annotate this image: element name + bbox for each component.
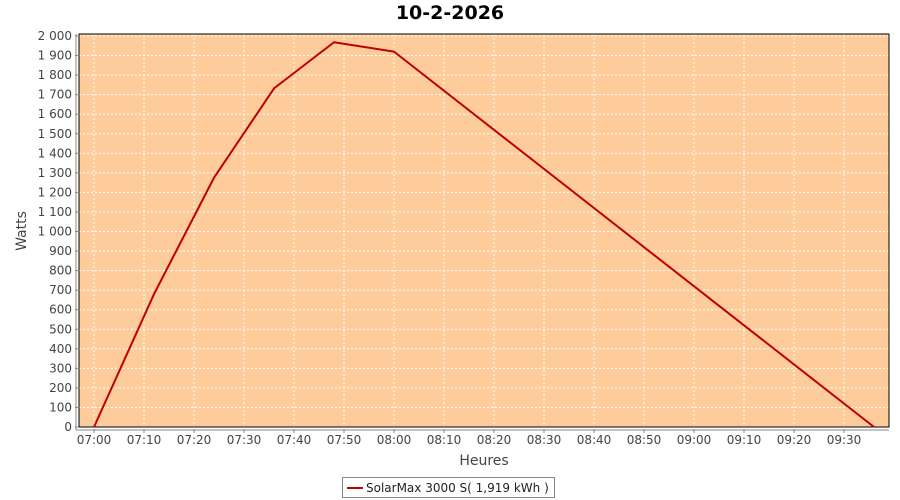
x-axis-label: Heures xyxy=(459,453,508,469)
x-tick-label: 08:40 xyxy=(577,433,612,447)
y-tick-label: 700 xyxy=(49,283,72,297)
y-tick-label: 1 700 xyxy=(38,88,72,102)
y-tick-label: 1 900 xyxy=(38,49,72,63)
y-tick-label: 900 xyxy=(49,244,72,258)
y-tick-label: 1 600 xyxy=(38,107,72,121)
y-tick-label: 300 xyxy=(49,361,72,375)
y-tick-label: 1 000 xyxy=(38,225,72,239)
y-tick-label: 1 100 xyxy=(38,205,72,219)
x-tick-label: 08:20 xyxy=(477,433,512,447)
x-tick-label: 08:50 xyxy=(627,433,662,447)
x-tick-label: 07:50 xyxy=(327,433,362,447)
x-tick-label: 07:20 xyxy=(177,433,212,447)
y-tick-label: 600 xyxy=(49,303,72,317)
y-tick-label: 200 xyxy=(49,381,72,395)
chart-title: 10-2-2026 xyxy=(395,2,505,24)
x-tick-label: 08:10 xyxy=(427,433,462,447)
x-tick-label: 09:10 xyxy=(727,433,762,447)
y-axis-label: Watts xyxy=(14,211,30,251)
y-tick-label: 400 xyxy=(49,342,72,356)
y-tick-label: 1 500 xyxy=(38,127,72,141)
x-tick-label: 07:40 xyxy=(277,433,312,447)
x-tick-label: 08:30 xyxy=(527,433,562,447)
y-tick-label: 2 000 xyxy=(38,29,72,43)
x-tick-label: 07:10 xyxy=(127,433,162,447)
legend: SolarMax 3000 S( 1,919 kWh ) xyxy=(342,477,555,498)
y-tick-label: 100 xyxy=(49,400,72,414)
x-tick-label: 08:00 xyxy=(377,433,412,447)
y-tick-label: 1 300 xyxy=(38,166,72,180)
y-tick-label: 1 800 xyxy=(38,68,72,82)
y-tick-label: 500 xyxy=(49,322,72,336)
y-tick-label: 1 200 xyxy=(38,185,72,199)
y-tick-label: 1 400 xyxy=(38,146,72,160)
x-tick-label: 09:00 xyxy=(677,433,712,447)
x-tick-label: 09:30 xyxy=(827,433,862,447)
y-tick-label: 0 xyxy=(64,420,72,434)
x-tick-label: 09:20 xyxy=(777,433,812,447)
legend-swatch xyxy=(347,486,363,489)
x-tick-label: 07:30 xyxy=(227,433,262,447)
plot-border xyxy=(78,33,890,428)
legend-label: SolarMax 3000 S( 1,919 kWh ) xyxy=(366,480,549,495)
plot-background xyxy=(79,34,889,427)
x-tick-label: 07:00 xyxy=(77,433,112,447)
y-tick-label: 800 xyxy=(49,264,72,278)
